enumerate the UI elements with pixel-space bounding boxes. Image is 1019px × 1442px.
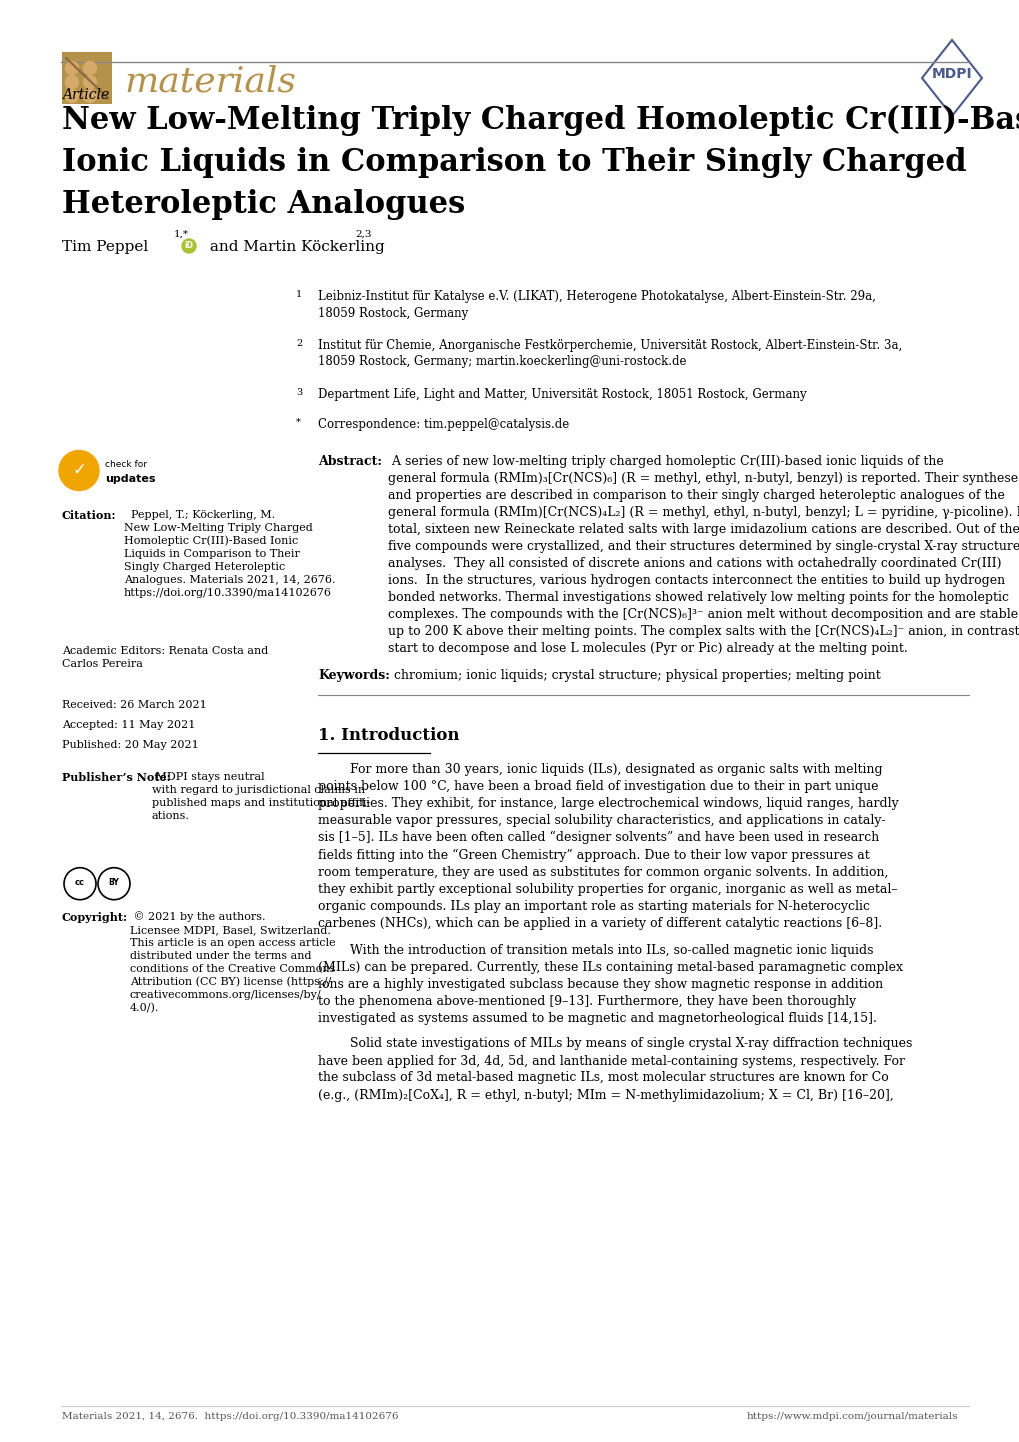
Text: BY: BY xyxy=(108,878,119,887)
Text: 2,3: 2,3 xyxy=(355,231,371,239)
Circle shape xyxy=(181,239,196,252)
Text: 2: 2 xyxy=(296,339,302,348)
Text: © 2021 by the authors.
Licensee MDPI, Basel, Switzerland.
This article is an ope: © 2021 by the authors. Licensee MDPI, Ba… xyxy=(129,911,335,1014)
Text: iD: iD xyxy=(184,241,194,249)
Text: Accepted: 11 May 2021: Accepted: 11 May 2021 xyxy=(62,721,196,731)
Circle shape xyxy=(84,62,97,75)
Circle shape xyxy=(59,450,99,490)
Text: 3: 3 xyxy=(296,388,302,397)
Text: Ionic Liquids in Comparison to Their Singly Charged: Ionic Liquids in Comparison to Their Sin… xyxy=(62,147,966,177)
Text: Tim Peppel: Tim Peppel xyxy=(62,239,148,254)
Text: cc: cc xyxy=(75,878,85,887)
Text: https://www.mdpi.com/journal/materials: https://www.mdpi.com/journal/materials xyxy=(746,1412,957,1420)
Text: chromium; ionic liquids; crystal structure; physical properties; melting point: chromium; ionic liquids; crystal structu… xyxy=(389,669,879,682)
Text: Correspondence: tim.peppel@catalysis.de: Correspondence: tim.peppel@catalysis.de xyxy=(318,418,569,431)
Text: Publisher’s Note:: Publisher’s Note: xyxy=(62,773,170,783)
Text: 1,*: 1,* xyxy=(174,231,189,239)
Text: Article: Article xyxy=(62,88,109,102)
Circle shape xyxy=(65,62,78,75)
Text: A series of new low-melting triply charged homoleptic Cr(III)-based ionic liquid: A series of new low-melting triply charg… xyxy=(387,456,1019,655)
Text: Materials 2021, 14, 2676.  https://doi.org/10.3390/ma14102676: Materials 2021, 14, 2676. https://doi.or… xyxy=(62,1412,398,1420)
Text: For more than 30 years, ionic liquids (ILs), designated as organic salts with me: For more than 30 years, ionic liquids (I… xyxy=(318,763,898,930)
Text: Published: 20 May 2021: Published: 20 May 2021 xyxy=(62,741,199,750)
Text: Heteroleptic Analogues: Heteroleptic Analogues xyxy=(62,189,465,221)
Text: check for: check for xyxy=(105,460,147,469)
Text: Academic Editors: Renata Costa and
Carlos Pereira: Academic Editors: Renata Costa and Carlo… xyxy=(62,646,268,669)
Text: With the introduction of transition metals into ILs, so-called magnetic ionic li: With the introduction of transition meta… xyxy=(318,945,902,1025)
Circle shape xyxy=(65,75,78,88)
Text: New Low-Melting Triply Charged Homoleptic Cr(III)-Based: New Low-Melting Triply Charged Homolepti… xyxy=(62,105,1019,136)
Text: Leibniz-Institut für Katalyse e.V. (LIKAT), Heterogene Photokatalyse, Albert-Ein: Leibniz-Institut für Katalyse e.V. (LIKA… xyxy=(318,290,875,320)
Text: Abstract:: Abstract: xyxy=(318,456,382,469)
Text: MDPI stays neutral
with regard to jurisdictional claims in
published maps and in: MDPI stays neutral with regard to jurisd… xyxy=(152,773,370,820)
Text: 1: 1 xyxy=(296,290,302,298)
Text: updates: updates xyxy=(105,474,155,485)
Text: Peppel, T.; Köckerling, M.
New Low-Melting Triply Charged
Homoleptic Cr(III)-Bas: Peppel, T.; Köckerling, M. New Low-Melti… xyxy=(124,510,335,597)
Text: Department Life, Light and Matter, Universität Rostock, 18051 Rostock, Germany: Department Life, Light and Matter, Unive… xyxy=(318,388,806,401)
Text: 1. Introduction: 1. Introduction xyxy=(318,727,459,744)
Text: Received: 26 March 2021: Received: 26 March 2021 xyxy=(62,701,207,711)
Text: and Martin Köckerling: and Martin Köckerling xyxy=(205,239,384,254)
Text: Citation:: Citation: xyxy=(62,510,116,521)
Text: ✓: ✓ xyxy=(72,460,86,479)
Text: materials: materials xyxy=(124,63,296,98)
Text: *: * xyxy=(296,418,301,427)
Circle shape xyxy=(65,89,78,102)
FancyBboxPatch shape xyxy=(62,52,112,104)
Circle shape xyxy=(84,75,97,88)
Text: Institut für Chemie, Anorganische Festkörperchemie, Universität Rostock, Albert-: Institut für Chemie, Anorganische Festkö… xyxy=(318,339,902,369)
Text: Copyright:: Copyright: xyxy=(62,911,127,923)
Circle shape xyxy=(84,89,97,102)
Text: Keywords:: Keywords: xyxy=(318,669,389,682)
Text: Solid state investigations of MILs by means of single crystal X-ray diffraction : Solid state investigations of MILs by me… xyxy=(318,1037,911,1102)
Text: MDPI: MDPI xyxy=(930,66,971,81)
